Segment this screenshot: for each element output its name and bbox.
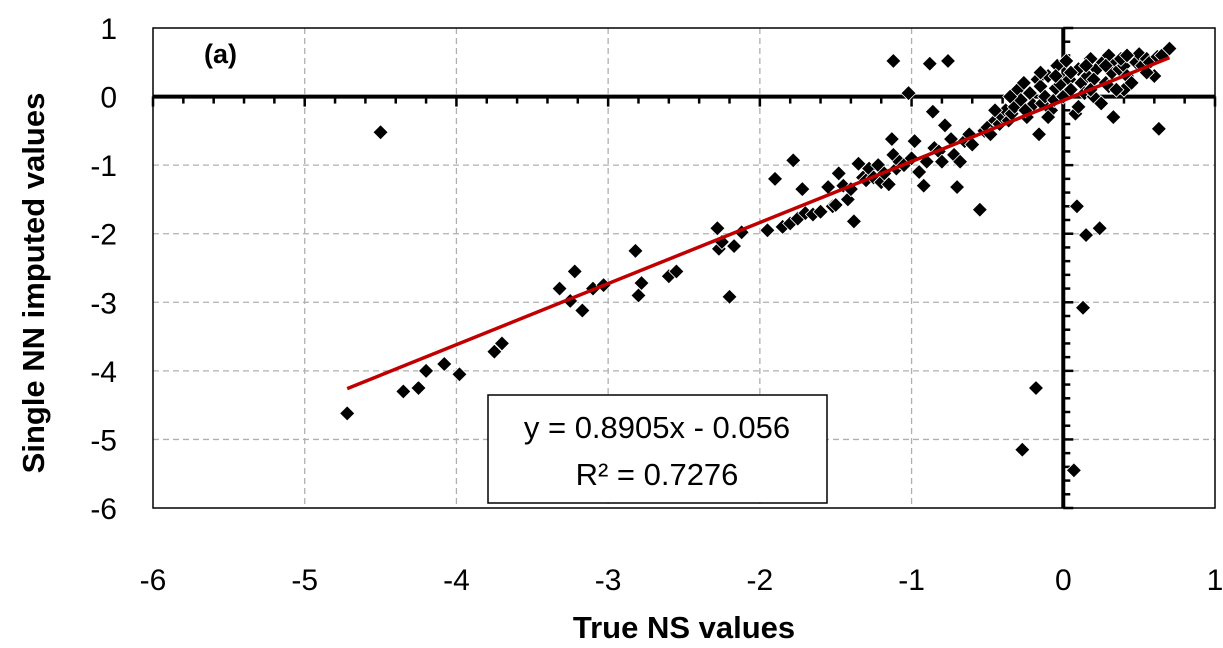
data-point xyxy=(1014,441,1031,458)
data-point xyxy=(827,196,844,213)
data-point xyxy=(883,131,900,148)
data-point xyxy=(451,366,468,383)
data-point xyxy=(845,213,862,230)
data-point xyxy=(627,242,644,259)
data-point xyxy=(885,52,902,69)
data-point xyxy=(880,176,897,193)
data-point xyxy=(759,222,776,239)
x-tick-label: -1 xyxy=(898,564,925,597)
y-tick-label: -3 xyxy=(90,287,117,320)
x-tick-label: 0 xyxy=(1055,564,1072,597)
data-point xyxy=(1074,299,1092,316)
equation-box: y = 0.8905x - 0.056 R² = 0.7276 xyxy=(487,394,828,504)
data-point xyxy=(1077,227,1095,244)
data-point xyxy=(486,343,503,360)
data-point xyxy=(921,55,938,72)
data-point xyxy=(933,153,950,170)
data-point xyxy=(830,165,847,182)
x-tick-label: -5 xyxy=(291,564,318,597)
equation-box-frame xyxy=(487,394,828,504)
data-point xyxy=(911,163,928,181)
data-point xyxy=(1015,74,1032,91)
data-point xyxy=(1077,57,1095,74)
data-point xyxy=(986,102,1004,119)
data-point xyxy=(551,280,568,297)
data-point xyxy=(633,275,650,292)
data-point xyxy=(964,136,981,153)
data-point xyxy=(1091,220,1108,237)
panel-label: (a) xyxy=(204,39,237,69)
y-tick-label: -2 xyxy=(90,219,117,252)
data-point xyxy=(1065,462,1082,479)
data-point xyxy=(812,203,829,220)
data-point xyxy=(1108,81,1125,98)
data-point xyxy=(924,103,941,120)
data-point xyxy=(906,133,923,150)
y-tick-label: -1 xyxy=(90,150,117,183)
y-tick-label: -6 xyxy=(90,493,117,526)
data-point xyxy=(1070,98,1087,115)
r-squared-label: R² = 0.7276 xyxy=(576,457,739,492)
data-point xyxy=(436,355,453,373)
data-point xyxy=(630,287,647,304)
data-point xyxy=(1068,198,1086,215)
x-tick-label: -4 xyxy=(443,564,470,597)
data-point xyxy=(936,117,954,134)
data-point xyxy=(418,362,435,379)
data-point xyxy=(794,181,811,198)
x-tick-label: -3 xyxy=(595,564,622,597)
data-point xyxy=(726,237,743,255)
x-tick-label: -2 xyxy=(747,564,774,597)
data-point xyxy=(1093,95,1110,112)
data-point xyxy=(566,263,583,280)
y-tick-label: 0 xyxy=(100,82,117,115)
y-tick-label: 1 xyxy=(100,13,117,46)
x-tick-label: -6 xyxy=(140,564,167,597)
data-point xyxy=(709,220,726,237)
x-axis-title: True NS values xyxy=(573,610,795,645)
data-point xyxy=(971,201,988,218)
data-point xyxy=(1150,120,1167,137)
trendline xyxy=(346,56,1171,391)
plot-area-frame xyxy=(152,27,1216,509)
data-point xyxy=(785,152,802,169)
data-point xyxy=(939,52,957,69)
data-point xyxy=(1047,67,1064,85)
data-point xyxy=(410,379,427,397)
data-point xyxy=(1002,88,1019,105)
y-tick-label: -4 xyxy=(90,356,117,389)
data-point xyxy=(1123,74,1140,91)
data-point xyxy=(1027,379,1045,397)
data-point xyxy=(1105,109,1122,126)
data-point xyxy=(721,288,738,305)
data-point xyxy=(372,124,389,141)
y-tick-label: -5 xyxy=(90,424,117,457)
data-point xyxy=(1161,40,1178,57)
data-point xyxy=(766,170,784,187)
data-point xyxy=(1040,109,1057,126)
data-point xyxy=(900,85,917,102)
tick-labels: -6 -5 -4 -3 -2 -1 0 1 -6 -5 -4 -3 -2 -1 0 1 xyxy=(90,13,1223,597)
data-point xyxy=(1118,47,1136,64)
data-point xyxy=(1062,64,1079,81)
data-point xyxy=(668,263,685,280)
data-point xyxy=(1097,57,1114,74)
data-point xyxy=(952,153,969,170)
data-point xyxy=(574,302,591,319)
trendline-equation: y = 0.8905x - 0.056 xyxy=(524,410,790,445)
data-point xyxy=(1058,52,1075,69)
data-point xyxy=(915,177,932,194)
data-point xyxy=(949,179,966,196)
data-point xyxy=(493,335,511,352)
data-point xyxy=(1032,64,1049,81)
y-axis-title: Single NN imputed values xyxy=(16,93,51,474)
x-tick-label: 1 xyxy=(1207,564,1223,597)
data-point xyxy=(339,405,356,422)
data-point xyxy=(395,383,412,400)
data-point xyxy=(1030,126,1048,143)
